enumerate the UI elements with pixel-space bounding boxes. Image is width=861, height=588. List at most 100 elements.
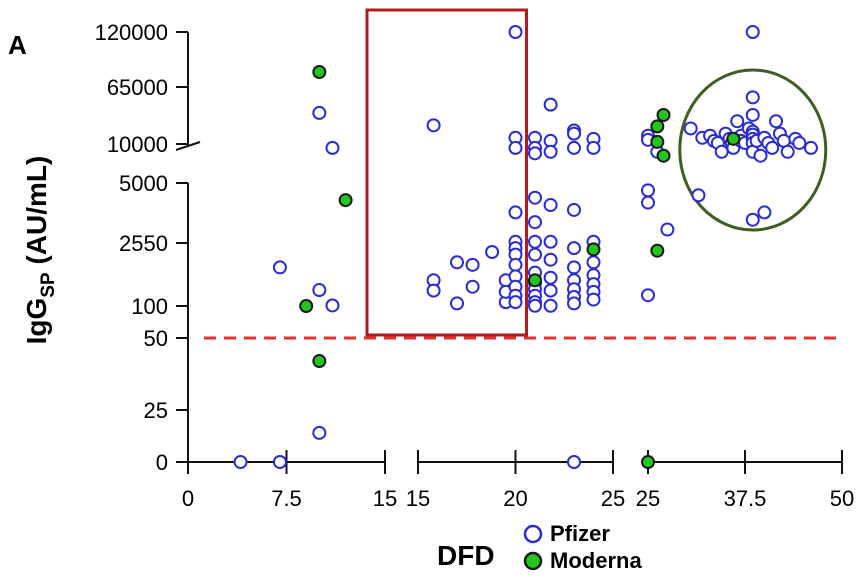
pfizer-point (528, 215, 542, 230)
pfizer-point (567, 241, 581, 256)
moderna-point (650, 134, 665, 149)
pfizer-point (528, 190, 542, 205)
x-axis-title: DFD (437, 540, 495, 571)
moderna-point (299, 299, 314, 313)
x-tick-label: 20 (503, 486, 527, 511)
pfizer-point (508, 257, 523, 272)
pfizer-point (567, 260, 581, 275)
pfizer-point (528, 298, 542, 313)
pfizer-point (567, 202, 581, 217)
pfizer-point (543, 198, 558, 213)
pfizer-point (780, 144, 795, 159)
y-tick-label: 25 (144, 398, 168, 423)
panel-label: A (8, 30, 27, 60)
x-tick-label: 37.5 (724, 486, 767, 511)
pfizer-point (508, 25, 523, 39)
x-tick-label: 7.5 (271, 486, 302, 511)
pfizer-point (567, 126, 581, 141)
pfizer-point (312, 283, 327, 298)
moderna-point (650, 119, 665, 134)
y-tick-label: 10000 (107, 132, 168, 157)
x-tick-label: 50 (830, 486, 854, 511)
pfizer-point (465, 279, 480, 294)
pfizer-point (312, 425, 327, 440)
x-tick-label: 0 (182, 486, 194, 511)
pfizer-point (508, 295, 523, 310)
data-points (233, 25, 818, 469)
pfizer-point (745, 25, 760, 39)
pfizer-point (272, 260, 287, 275)
moderna-point (656, 148, 671, 163)
pfizer-point (586, 255, 601, 270)
pfizer-point (325, 298, 340, 313)
moderna-point (312, 354, 327, 369)
pfizer-point (745, 90, 760, 105)
pfizer-point (508, 205, 523, 220)
pfizer-point (450, 296, 464, 311)
pfizer-point (567, 296, 581, 311)
pfizer-point (485, 245, 500, 259)
pfizer-point (233, 455, 248, 469)
pfizer-point (586, 140, 601, 155)
x-tick-label: 15 (406, 486, 430, 511)
y-tick-label: 5000 (119, 171, 168, 196)
y-axis-title-main: IgG (21, 298, 52, 345)
y-tick-label: 120000 (95, 20, 168, 45)
pfizer-point (660, 222, 675, 237)
pfizer-point (691, 188, 706, 203)
y-axis-title: IgGSP (AU/mL) (21, 156, 59, 345)
moderna-point (338, 193, 353, 208)
highlights (365, 8, 828, 337)
pfizer-point (325, 140, 340, 155)
legend-moderna-label: Moderna (550, 548, 642, 573)
moderna-point (726, 131, 741, 146)
pfizer-point (426, 283, 441, 298)
pfizer-point (528, 247, 542, 262)
pfizer-point (567, 455, 581, 469)
pfizer-point (792, 135, 807, 150)
pfizer-point (543, 252, 558, 267)
y-axis-title-unit: (AU/mL) (21, 156, 52, 273)
highlight-circle (678, 68, 828, 232)
pfizer-point (683, 121, 698, 136)
pfizer-point (641, 183, 655, 198)
y-tick-label: 100 (131, 294, 168, 319)
pfizer-point (272, 455, 287, 469)
moderna-point (656, 107, 671, 122)
legend-moderna-marker (523, 551, 543, 571)
y-tick-label: 50 (144, 326, 168, 351)
pfizer-point (543, 97, 558, 112)
x-tick-label: 15 (373, 486, 397, 511)
pfizer-point (730, 114, 745, 129)
moderna-point (586, 242, 601, 257)
y-axis-break-mark (175, 141, 201, 151)
pfizer-point (543, 144, 558, 159)
pfizer-point (543, 270, 558, 285)
moderna-point (641, 455, 655, 469)
pfizer-point (586, 292, 601, 307)
pfizer-point (765, 140, 780, 155)
pfizer-point (745, 212, 760, 227)
y-tick-label: 2550 (119, 231, 168, 256)
pfizer-point (803, 140, 818, 155)
x-tick-label: 25 (636, 486, 660, 511)
x-tick-label: 25 (601, 486, 625, 511)
y-tick-label: 65000 (107, 75, 168, 100)
pfizer-point (528, 234, 542, 249)
highlight-rectangle (365, 8, 528, 337)
pfizer-point (745, 107, 760, 122)
legend-pfizer-marker (523, 524, 543, 544)
pfizer-point (465, 257, 480, 272)
pfizer-point (641, 288, 655, 303)
pfizer-point (508, 140, 523, 155)
pfizer-point (714, 144, 729, 159)
pfizer-point (769, 114, 784, 129)
y-axis-title-sub: SP (38, 272, 59, 298)
moderna-point (650, 243, 665, 258)
y-tick-label: 0 (156, 450, 168, 475)
pfizer-point (450, 255, 464, 270)
pfizer-point (753, 148, 768, 163)
